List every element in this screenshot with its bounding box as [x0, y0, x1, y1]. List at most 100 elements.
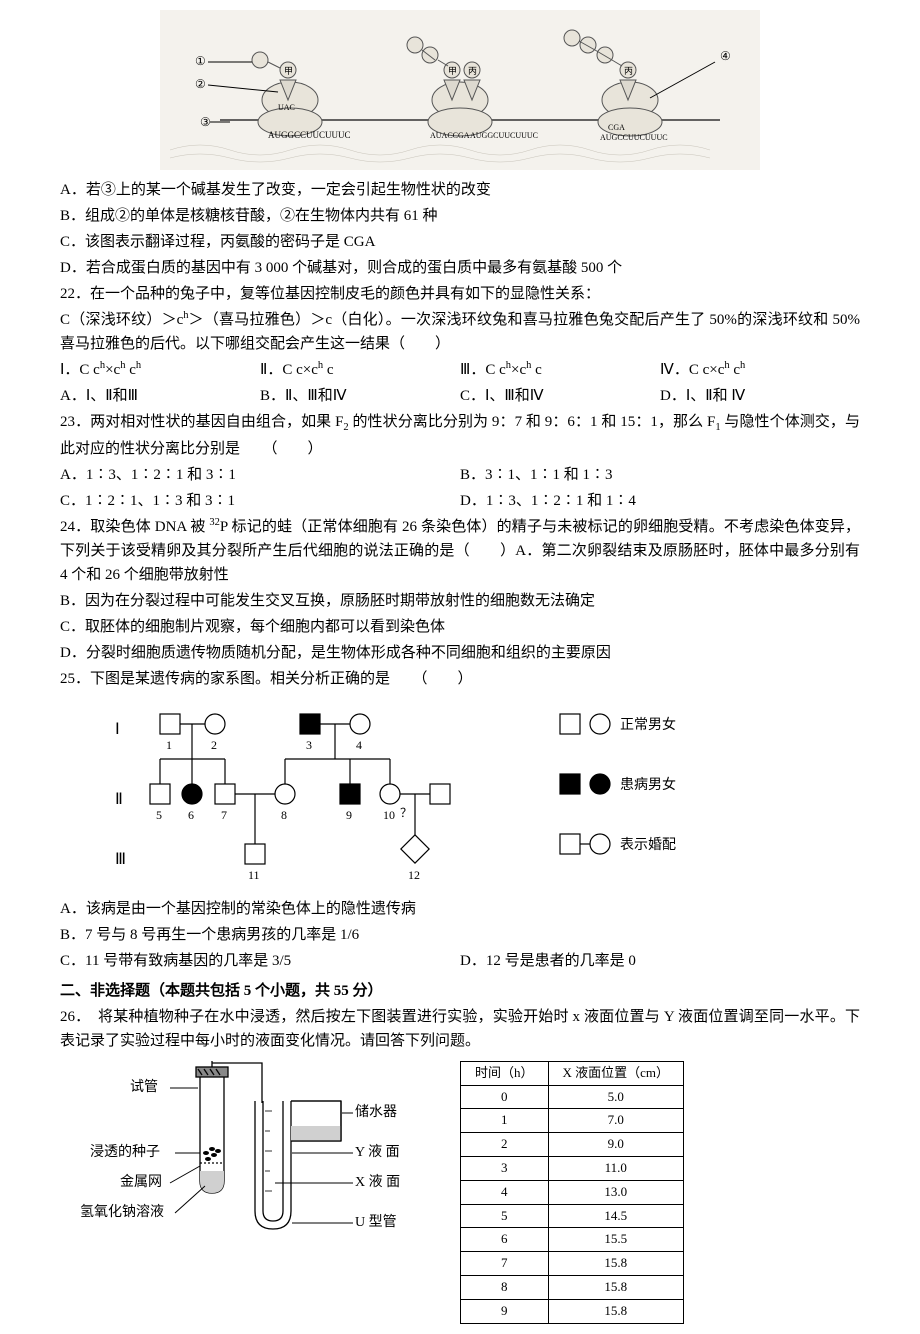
mrna-seq-3a: CGA	[608, 123, 625, 132]
q22-options: A．Ⅰ、Ⅱ和Ⅲ B．Ⅱ、Ⅲ和Ⅳ C．Ⅰ、Ⅲ和Ⅳ D．Ⅰ、Ⅱ和 Ⅳ	[60, 384, 860, 408]
table-cell: 9	[461, 1299, 549, 1323]
svg-text:20: 20	[246, 1107, 256, 1117]
svg-text:甲: 甲	[448, 66, 457, 76]
q24-opt-c: C．取胚体的细胞制片观察，每个细胞内都可以看到染色体	[60, 615, 860, 639]
q22-stem2: C（深浅环纹）＞ch＞（喜马拉雅色）＞c（白化）。一次深浅环纹兔和喜马拉雅色兔交…	[60, 308, 860, 356]
translation-figure: ③ AUGGCCUUCUUUC UAC 甲 ① ② AUACCGA AUGGCU…	[160, 10, 760, 170]
label-seed: 浸透的种子	[90, 1144, 160, 1160]
svg-text:？: ？	[400, 806, 412, 820]
cross-3: Ⅲ．C ch×ch c	[460, 358, 650, 382]
gen-1-label: Ⅰ	[115, 721, 120, 738]
svg-text:0: 0	[250, 1187, 255, 1197]
table-cell: 15.8	[548, 1252, 684, 1276]
cross-4: Ⅳ．C c×ch ch	[660, 358, 850, 382]
svg-text:丙: 丙	[468, 66, 477, 76]
table-row: 413.0	[461, 1180, 684, 1204]
q21-opt-d: D．若合成蛋白质的基因中有 3 000 个碱基对，则合成的蛋白质中最多有氨基酸 …	[60, 256, 860, 280]
q25-opt-b: B．7 号与 8 号再生一个患病男孩的几率是 1/6	[60, 923, 860, 947]
table-row: 915.8	[461, 1299, 684, 1323]
svg-text:丙: 丙	[624, 66, 633, 76]
svg-text:10: 10	[246, 1147, 256, 1157]
label-x: X 液 面	[355, 1174, 400, 1190]
q25-stem: 25．下图是某遗传病的家系图。相关分析正确的是 （ ）	[60, 667, 860, 691]
svg-text:1: 1	[166, 738, 172, 752]
table-row: 17.0	[461, 1109, 684, 1133]
table-row: 615.5	[461, 1228, 684, 1252]
data-table: 时间（h） X 液面位置（cm） 05.017.029.0311.0413.05…	[460, 1061, 684, 1324]
label-tube: 试管	[130, 1079, 158, 1095]
q23-opt-a: A．1∶3、1∶2∶1 和 3∶1	[60, 463, 450, 487]
svg-text:③: ③	[200, 115, 211, 129]
q22-opt-b: B．Ⅱ、Ⅲ和Ⅳ	[260, 384, 450, 408]
mrna-seq-2b: AUGGCUUCUUUC	[470, 131, 538, 140]
svg-text:①: ①	[195, 54, 206, 68]
q23-opt-d: D．1∶3、1∶2∶1 和 1∶4	[460, 489, 850, 513]
data-table-wrap: 时间（h） X 液面位置（cm） 05.017.029.0311.0413.05…	[460, 1061, 684, 1324]
q25-opt-d: D．12 号是患者的几率是 0	[460, 949, 850, 973]
q24-opt-b: B．因为在分裂过程中可能发生交叉互换，原肠胚时期带放射性的细胞数无法确定	[60, 589, 860, 613]
table-cell: 6	[461, 1228, 549, 1252]
svg-text:②: ②	[195, 77, 206, 91]
label-u: U 型管	[355, 1214, 397, 1230]
label-store: 储水器	[355, 1104, 397, 1120]
cross-2: Ⅱ．C c×ch c	[260, 358, 450, 382]
svg-text:3: 3	[306, 738, 312, 752]
q23-opt-b: B．3∶1、1∶1 和 1∶3	[460, 463, 850, 487]
table-cell: 0	[461, 1085, 549, 1109]
table-cell: 1	[461, 1109, 549, 1133]
mrna-seq-3b: AUGCCUUCUUUC	[600, 133, 668, 142]
svg-text:7: 7	[221, 808, 227, 822]
table-cell: 4	[461, 1180, 549, 1204]
legend-affected: 患病男女	[620, 776, 676, 793]
q22-stem2-pre: C（深浅环纹）＞c	[60, 312, 183, 328]
q23-opts-ab: A．1∶3、1∶2∶1 和 3∶1 B．3∶1、1∶1 和 1∶3	[60, 463, 860, 487]
svg-text:6: 6	[188, 808, 194, 822]
pedigree-figure: Ⅰ Ⅱ Ⅲ 1 2 3 4 5 6 7 8 9 ？ 10 11	[100, 699, 720, 889]
q22-opt-d: D．Ⅰ、Ⅱ和 Ⅳ	[660, 384, 850, 408]
q23-opts-cd: C．1∶2∶1、1∶3 和 3∶1 D．1∶3、1∶2∶1 和 1∶4	[60, 489, 860, 513]
svg-text:5: 5	[156, 808, 162, 822]
q21-opt-c: C．该图表示翻译过程，丙氨酸的密码子是 CGA	[60, 230, 860, 254]
q22-opt-a: A．Ⅰ、Ⅱ和Ⅲ	[60, 384, 250, 408]
q23-stem: 23．两对相对性状的基因自由组合，如果 F2 的性状分离比分别为 9：7 和 9…	[60, 410, 860, 461]
svg-text:12: 12	[408, 868, 420, 882]
table-row: 29.0	[461, 1133, 684, 1157]
label-y: Y 液 面	[355, 1144, 400, 1160]
table-row: 715.8	[461, 1252, 684, 1276]
apparatus-svg: 20 10 0 (cm) 试管 浸透的种子 金属网 氢氧化钠溶液 储水	[60, 1061, 420, 1261]
gen-3-label: Ⅲ	[115, 851, 126, 868]
th-time: 时间（h）	[461, 1061, 549, 1085]
label-net: 金属网	[120, 1174, 162, 1190]
svg-text:甲: 甲	[284, 66, 293, 76]
q21-opt-b: B．组成②的单体是核糖核苷酸，②在生物体内共有 61 种	[60, 204, 860, 228]
q21-opt-a: A．若③上的某一个碱基发生了改变，一定会引起生物性状的改变	[60, 178, 860, 202]
table-row: 311.0	[461, 1156, 684, 1180]
gen-2-label: Ⅱ	[115, 791, 123, 808]
q26-stem: 26． 将某种植物种子在水中浸透，然后按左下图装置进行实验，实验开始时 x 液面…	[60, 1005, 860, 1053]
q22-opt-c: C．Ⅰ、Ⅲ和Ⅳ	[460, 384, 650, 408]
svg-text:10: 10	[383, 808, 395, 822]
table-cell: 3	[461, 1156, 549, 1180]
q24-stem: 24．取染色体 DNA 被 32P 标记的蛙（正常体细胞有 26 条染色体）的精…	[60, 515, 860, 587]
table-cell: 15.8	[548, 1299, 684, 1323]
table-cell: 7.0	[548, 1109, 684, 1133]
table-cell: 7	[461, 1252, 549, 1276]
table-row: 815.8	[461, 1275, 684, 1299]
q22-stem: 22．在一个品种的兔子中，复等位基因控制皮毛的颜色并具有如下的显隐性关系：	[60, 282, 860, 306]
table-cell: 2	[461, 1133, 549, 1157]
q23-opt-c: C．1∶2∶1、1∶3 和 3∶1	[60, 489, 450, 513]
q25-opt-a: A．该病是由一个基因控制的常染色体上的隐性遗传病	[60, 897, 860, 921]
legend-marriage: 表示婚配	[620, 837, 676, 853]
table-cell: 14.5	[548, 1204, 684, 1228]
table-cell: 13.0	[548, 1180, 684, 1204]
table-row: 05.0	[461, 1085, 684, 1109]
q25-opt-c: C．11 号带有致病基因的几率是 3/5	[60, 949, 450, 973]
cross-1: Ⅰ．C ch×ch ch	[60, 358, 250, 382]
q25-opts-cd: C．11 号带有致病基因的几率是 3/5 D．12 号是患者的几率是 0	[60, 949, 860, 973]
svg-text:11: 11	[248, 868, 260, 882]
svg-text:9: 9	[346, 808, 352, 822]
svg-text:8: 8	[281, 808, 287, 822]
table-cell: 15.8	[548, 1275, 684, 1299]
mrna-seq-2a: AUACCGA	[430, 131, 470, 140]
svg-text:2: 2	[211, 738, 217, 752]
